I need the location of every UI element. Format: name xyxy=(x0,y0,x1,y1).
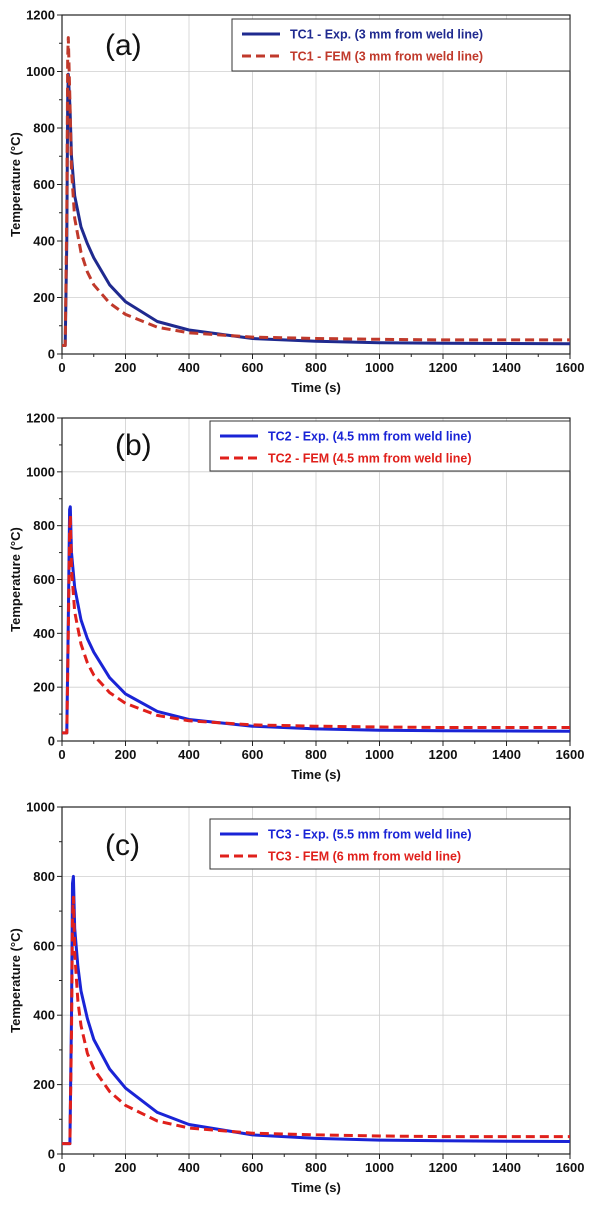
y-tick-label: 800 xyxy=(33,869,55,884)
x-tick-label: 0 xyxy=(58,747,65,762)
x-tick-label: 1600 xyxy=(556,1160,585,1175)
chart-svg: 0 200 400 600 800 1000 1200 1400 1600 0 200 400 600 8… xyxy=(8,800,585,1196)
y-axis-title: Temperature (°C) xyxy=(8,132,23,237)
x-tick-label: 200 xyxy=(115,1160,137,1175)
x-tick-label: 600 xyxy=(242,1160,264,1175)
y-tick-label: 800 xyxy=(33,121,55,136)
legend-label: TC2 - FEM (4.5 mm from weld line) xyxy=(268,452,472,466)
legend-label: TC1 - FEM (3 mm from weld line) xyxy=(290,50,483,64)
x-tick-label: 1600 xyxy=(556,747,585,762)
y-tick-label: 400 xyxy=(33,234,55,249)
x-tick-label: 0 xyxy=(58,1160,65,1175)
y-tick-label: 1000 xyxy=(26,64,55,79)
x-tick-label: 600 xyxy=(242,360,264,375)
chart-panel-b: 0 200 400 600 800 1000 1200 1400 1600 0 200 400 600 8… xyxy=(0,400,590,790)
y-axis-title: Temperature (°C) xyxy=(8,928,23,1033)
legend-label: TC2 - Exp. (4.5 mm from weld line) xyxy=(268,430,472,444)
series-line-exp xyxy=(62,874,570,1146)
chart-svg: 0 200 400 600 800 1000 1200 1400 1600 0 200 400 600 8… xyxy=(8,8,585,396)
y-tick-label: 0 xyxy=(48,734,55,749)
series-line-fem xyxy=(62,36,570,347)
x-tick-label: 800 xyxy=(305,747,327,762)
x-axis-title: Time (s) xyxy=(291,1180,341,1195)
x-tick-label: 1400 xyxy=(492,747,521,762)
y-tick-label: 1200 xyxy=(26,8,55,23)
series-line-exp xyxy=(62,505,570,735)
y-tick-label: 400 xyxy=(33,1008,55,1023)
x-tick-label: 1200 xyxy=(429,747,458,762)
x-tick-label: 1200 xyxy=(429,1160,458,1175)
x-tick-label: 200 xyxy=(115,747,137,762)
panel-letter: (a) xyxy=(105,29,142,62)
x-tick-label: 1400 xyxy=(492,360,521,375)
chart-panel-a: 0 200 400 600 800 1000 1200 1400 1600 0 200 400 600 8… xyxy=(0,0,590,400)
y-tick-label: 600 xyxy=(33,177,55,192)
x-tick-label: 1000 xyxy=(365,1160,394,1175)
y-tick-label: 200 xyxy=(33,1077,55,1092)
legend-label: TC3 - Exp. (5.5 mm from weld line) xyxy=(268,828,472,842)
x-axis-title: Time (s) xyxy=(291,380,341,395)
x-tick-label: 800 xyxy=(305,1160,327,1175)
y-tick-label: 200 xyxy=(33,680,55,695)
x-tick-label: 1000 xyxy=(365,747,394,762)
panel-letter: (c) xyxy=(105,829,140,862)
chart-svg: 0 200 400 600 800 1000 1200 1400 1600 0 200 400 600 8… xyxy=(8,411,585,783)
y-tick-label: 600 xyxy=(33,938,55,953)
y-tick-label: 1000 xyxy=(26,464,55,479)
series-line-fem xyxy=(62,513,570,735)
y-tick-label: 1000 xyxy=(26,800,55,815)
x-tick-label: 1000 xyxy=(365,360,394,375)
x-tick-label: 600 xyxy=(242,747,264,762)
x-axis-title: Time (s) xyxy=(291,767,341,782)
legend-label: TC1 - Exp. (3 mm from weld line) xyxy=(290,28,483,42)
y-tick-label: 400 xyxy=(33,626,55,641)
x-tick-label: 200 xyxy=(115,360,137,375)
y-tick-label: 1200 xyxy=(26,411,55,426)
x-tick-label: 400 xyxy=(178,1160,200,1175)
x-tick-label: 1400 xyxy=(492,1160,521,1175)
y-tick-label: 0 xyxy=(48,1147,55,1162)
legend-box xyxy=(231,18,571,72)
x-tick-label: 400 xyxy=(178,747,200,762)
y-tick-label: 600 xyxy=(33,572,55,587)
y-axis-title: Temperature (°C) xyxy=(8,527,23,632)
y-tick-label: 200 xyxy=(33,290,55,305)
x-tick-label: 0 xyxy=(58,360,65,375)
legend-box xyxy=(209,420,571,472)
x-tick-label: 400 xyxy=(178,360,200,375)
x-tick-label: 800 xyxy=(305,360,327,375)
x-tick-label: 1200 xyxy=(429,360,458,375)
series-line-fem xyxy=(62,895,570,1146)
y-tick-label: 0 xyxy=(48,347,55,362)
panel-letter: (b) xyxy=(115,429,152,462)
legend-label: TC3 - FEM (6 mm from weld line) xyxy=(268,850,461,864)
legend-box xyxy=(209,818,571,870)
x-tick-label: 1600 xyxy=(556,360,585,375)
chart-panel-c: 0 200 400 600 800 1000 1200 1400 1600 0 200 400 600 8… xyxy=(0,790,590,1215)
y-tick-label: 800 xyxy=(33,518,55,533)
